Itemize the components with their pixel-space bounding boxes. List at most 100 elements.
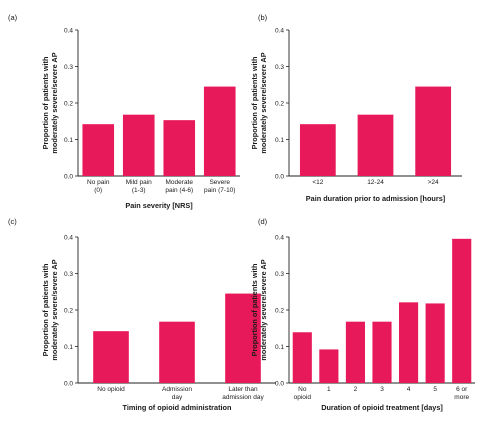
y-tick-label: 0.2: [275, 307, 284, 314]
x-tick-label: 3: [380, 386, 384, 393]
x-axis-title: Timing of opioid administration: [123, 403, 232, 412]
y-tick-label: 0.4: [275, 234, 284, 241]
x-tick-label-line: opioid: [294, 394, 312, 401]
bar: [425, 303, 445, 383]
x-tick-label: Mild pain (1-3): [126, 179, 152, 194]
bar: [415, 86, 452, 176]
bar: [122, 114, 155, 176]
x-tick-label-line: No pain: [87, 179, 110, 186]
panel-label: (a): [8, 13, 18, 22]
x-tick-label-line: more: [454, 394, 469, 401]
x-tick-label: 2: [354, 386, 358, 393]
y-tick-label: 0.1: [275, 137, 284, 144]
x-tick-label-line: No opioid: [97, 386, 125, 393]
y-tick-label: 0.3: [64, 271, 73, 278]
x-tick-label-line: 4: [407, 386, 411, 393]
x-tick-label: 6 or more: [454, 386, 469, 401]
panel-label: (c): [8, 217, 17, 226]
x-tick-label-line: pain (4-6): [165, 187, 193, 194]
y-tick-label: 0.4: [64, 234, 73, 241]
y-tick-label: 0.4: [64, 27, 73, 34]
x-tick-label-line: 1: [327, 386, 331, 393]
y-axis-title: Proportion of patients withmoderately se…: [250, 259, 268, 360]
x-axis-title: Pain duration prior to admission [hours]: [306, 194, 446, 203]
chart-panel-c: (c)Proportion of patients withmoderately…: [8, 217, 276, 412]
bar: [292, 332, 312, 383]
x-tick-label-line: Admission: [162, 386, 192, 393]
bar: [319, 349, 339, 383]
y-tick-label: 0.1: [64, 344, 73, 351]
bar: [159, 321, 195, 383]
x-tick-label: Moderate pain (4-6): [165, 179, 193, 194]
x-tick-label-line: 6 or: [456, 386, 468, 393]
y-axis-title-line: Proportion of patients with: [41, 264, 50, 357]
x-tick-label: No pain (0): [87, 179, 110, 194]
x-tick-label-line: admission day: [222, 394, 264, 401]
y-axis-title: Proportion of patients withmoderately se…: [41, 52, 59, 153]
x-tick-label-line: >24: [428, 179, 439, 186]
y-axis-title-line: moderately severe/severe AP: [259, 52, 268, 153]
x-tick-label: <12: [312, 179, 323, 186]
x-tick-label-line: (1-3): [132, 187, 146, 194]
y-tick-label: 0.0: [275, 173, 284, 180]
x-tick-label-line: No: [298, 386, 307, 393]
x-tick-label-line: Later than: [228, 386, 258, 393]
y-axis-title-line: moderately severe/severe AP: [259, 259, 268, 360]
panel-label: (b): [258, 13, 268, 22]
x-tick-label: >24: [428, 179, 439, 186]
bar: [452, 238, 472, 383]
y-tick-label: 0.1: [64, 137, 73, 144]
bar: [357, 114, 394, 176]
x-axis-title: Pain severity [NRS]: [125, 201, 193, 210]
bar: [163, 120, 196, 176]
x-tick-label-line: 12-24: [367, 179, 384, 186]
x-tick-label-line: 5: [433, 386, 437, 393]
bar: [82, 124, 115, 176]
x-tick-label: Later than admission day: [222, 386, 264, 401]
bar: [345, 321, 365, 383]
x-tick-label: 4: [407, 386, 411, 393]
x-tick-label-line: day: [172, 394, 183, 401]
panel-label: (d): [258, 217, 268, 226]
x-tick-label: No opioid: [294, 386, 312, 401]
x-tick-label-line: 2: [354, 386, 358, 393]
y-axis-title-line: Proportion of patients with: [250, 264, 259, 357]
y-tick-label: 0.2: [64, 307, 73, 314]
y-axis-title-line: moderately severe/severe AP: [50, 52, 59, 153]
y-axis-title-line: Proportion of patients with: [250, 57, 259, 150]
y-tick-label: 0.0: [64, 173, 73, 180]
y-tick-label: 0.3: [64, 64, 73, 71]
x-tick-label: No opioid: [97, 386, 125, 393]
y-tick-label: 0.2: [64, 100, 73, 107]
y-tick-label: 0.1: [275, 344, 284, 351]
x-tick-label-line: (0): [94, 187, 102, 194]
x-tick-label-line: 3: [380, 386, 384, 393]
y-tick-label: 0.2: [275, 100, 284, 107]
x-tick-label: 5: [433, 386, 437, 393]
bar: [299, 124, 336, 176]
y-tick-label: 0.3: [275, 271, 284, 278]
x-axis-title: Duration of opioid treatment [days]: [321, 403, 443, 412]
y-tick-label: 0.3: [275, 64, 284, 71]
y-axis-title-line: Proportion of patients with: [41, 57, 50, 150]
chart-panel-b: (b) Proportion of patients withmoderately…: [250, 13, 462, 203]
chart-panel-d: (d) Proportion of patients withmoderately…: [250, 217, 475, 412]
y-tick-label: 0.0: [64, 380, 73, 387]
bar: [93, 331, 129, 383]
x-tick-label-line: pain (7-10): [204, 187, 235, 194]
x-tick-label-line: <12: [312, 179, 323, 186]
y-tick-label: 0.0: [275, 380, 284, 387]
bar: [225, 293, 261, 383]
x-tick-label: Admission day: [162, 386, 192, 401]
y-axis-title-line: moderately severe/severe AP: [50, 259, 59, 360]
y-tick-label: 0.4: [275, 27, 284, 34]
bar: [399, 302, 419, 383]
x-tick-label-line: Mild pain: [126, 179, 152, 186]
x-tick-label: 1: [327, 386, 331, 393]
y-axis-title: Proportion of patients withmoderately se…: [250, 52, 268, 153]
bar: [203, 86, 236, 176]
bar: [372, 321, 392, 383]
x-tick-label: 12-24: [367, 179, 384, 186]
x-tick-label-line: Moderate: [166, 179, 194, 186]
